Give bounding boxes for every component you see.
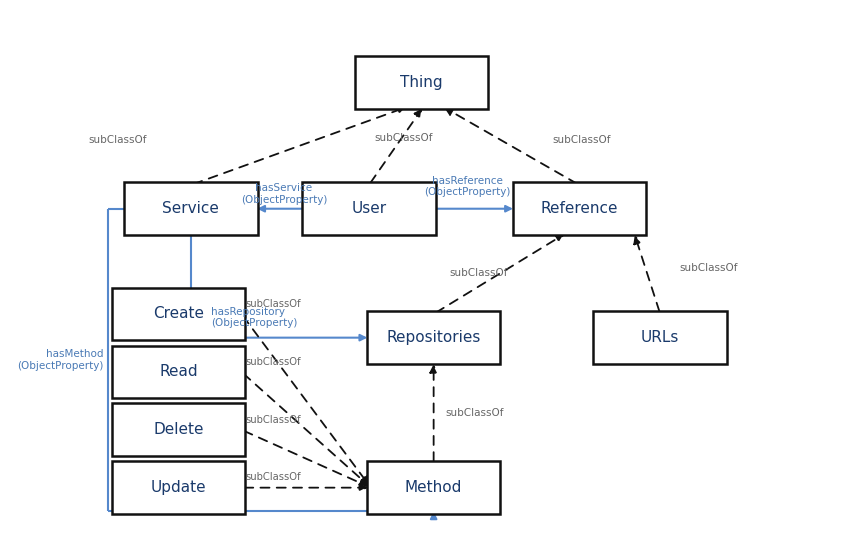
Text: Update: Update <box>151 480 207 495</box>
Text: subClassOf: subClassOf <box>89 135 148 145</box>
Text: Delete: Delete <box>153 422 204 437</box>
Text: subClassOf: subClassOf <box>245 414 301 424</box>
Text: subClassOf: subClassOf <box>245 473 301 483</box>
Text: Read: Read <box>159 365 198 379</box>
Text: User: User <box>352 201 386 216</box>
FancyBboxPatch shape <box>124 182 258 235</box>
FancyBboxPatch shape <box>367 311 501 364</box>
Text: hasMethod
(ObjectProperty): hasMethod (ObjectProperty) <box>18 349 104 371</box>
Text: URLs: URLs <box>641 330 679 345</box>
FancyBboxPatch shape <box>355 56 488 109</box>
FancyBboxPatch shape <box>112 461 245 514</box>
Text: Reference: Reference <box>540 201 618 216</box>
FancyBboxPatch shape <box>367 461 501 514</box>
FancyBboxPatch shape <box>112 403 245 456</box>
Text: Method: Method <box>405 480 462 495</box>
Text: subClassOf: subClassOf <box>552 135 610 145</box>
Text: subClassOf: subClassOf <box>245 299 301 309</box>
Text: subClassOf: subClassOf <box>679 263 738 273</box>
FancyBboxPatch shape <box>513 182 646 235</box>
Text: subClassOf: subClassOf <box>450 268 508 278</box>
Text: Repositories: Repositories <box>386 330 481 345</box>
Text: Create: Create <box>153 306 204 321</box>
Text: subClassOf: subClassOf <box>446 408 504 418</box>
Text: hasService
(ObjectProperty): hasService (ObjectProperty) <box>241 183 327 205</box>
FancyBboxPatch shape <box>112 288 245 340</box>
Text: hasRepository
(ObjectProperty): hasRepository (ObjectProperty) <box>211 307 298 329</box>
Text: Thing: Thing <box>400 75 443 90</box>
FancyBboxPatch shape <box>302 182 436 235</box>
Text: subClassOf: subClassOf <box>245 357 301 367</box>
Text: hasReference
(ObjectProperty): hasReference (ObjectProperty) <box>424 176 510 197</box>
Text: Service: Service <box>163 201 219 216</box>
Text: subClassOf: subClassOf <box>374 132 432 143</box>
FancyBboxPatch shape <box>112 346 245 398</box>
FancyBboxPatch shape <box>593 311 727 364</box>
